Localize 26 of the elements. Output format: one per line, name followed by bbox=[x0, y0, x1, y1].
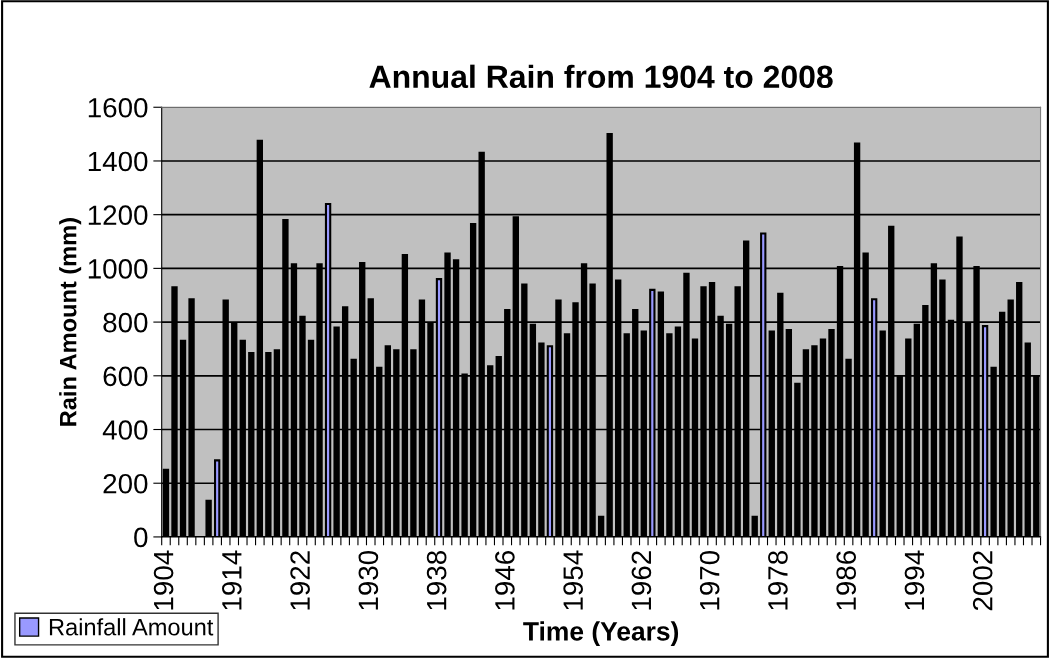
x-tick-label: 1922 bbox=[290, 551, 310, 610]
x-axis-title: Time (Years) bbox=[523, 621, 679, 646]
x-tick-label: 1978 bbox=[768, 551, 788, 610]
x-tick-label: 2002 bbox=[972, 551, 993, 611]
legend-label: Rainfall Amount bbox=[49, 618, 214, 636]
y-tick-label: 800 bbox=[103, 312, 148, 333]
x-tick-label: 1986 bbox=[836, 551, 857, 610]
x-tick-label: 1994 bbox=[904, 550, 925, 610]
x-tick-label: 1954 bbox=[563, 550, 583, 610]
y-tick-label: 1200 bbox=[88, 205, 148, 226]
chart-title: Annual Rain from 1904 to 2008 bbox=[369, 64, 833, 89]
y-tick-label: 1400 bbox=[88, 151, 148, 172]
x-tick-label: 1970 bbox=[699, 550, 720, 610]
y-tick-label: 0 bbox=[134, 527, 148, 548]
y-tick-label: 1600 bbox=[88, 97, 148, 118]
y-tick-label: 1000 bbox=[88, 259, 148, 279]
x-tick-label: 1938 bbox=[426, 551, 447, 610]
x-tick-label: 1946 bbox=[495, 551, 515, 610]
y-tick-label: 600 bbox=[103, 366, 148, 387]
x-tick-label: 1930 bbox=[358, 550, 379, 610]
x-tick-label: 1904 bbox=[153, 550, 174, 610]
y-axis-title: Rain Amount (mm) bbox=[59, 218, 82, 426]
y-tick-label: 200 bbox=[103, 473, 148, 494]
y-tick-label: 400 bbox=[102, 420, 148, 440]
x-tick-label: 1914 bbox=[222, 550, 242, 610]
x-tick-label: 1962 bbox=[631, 551, 652, 610]
